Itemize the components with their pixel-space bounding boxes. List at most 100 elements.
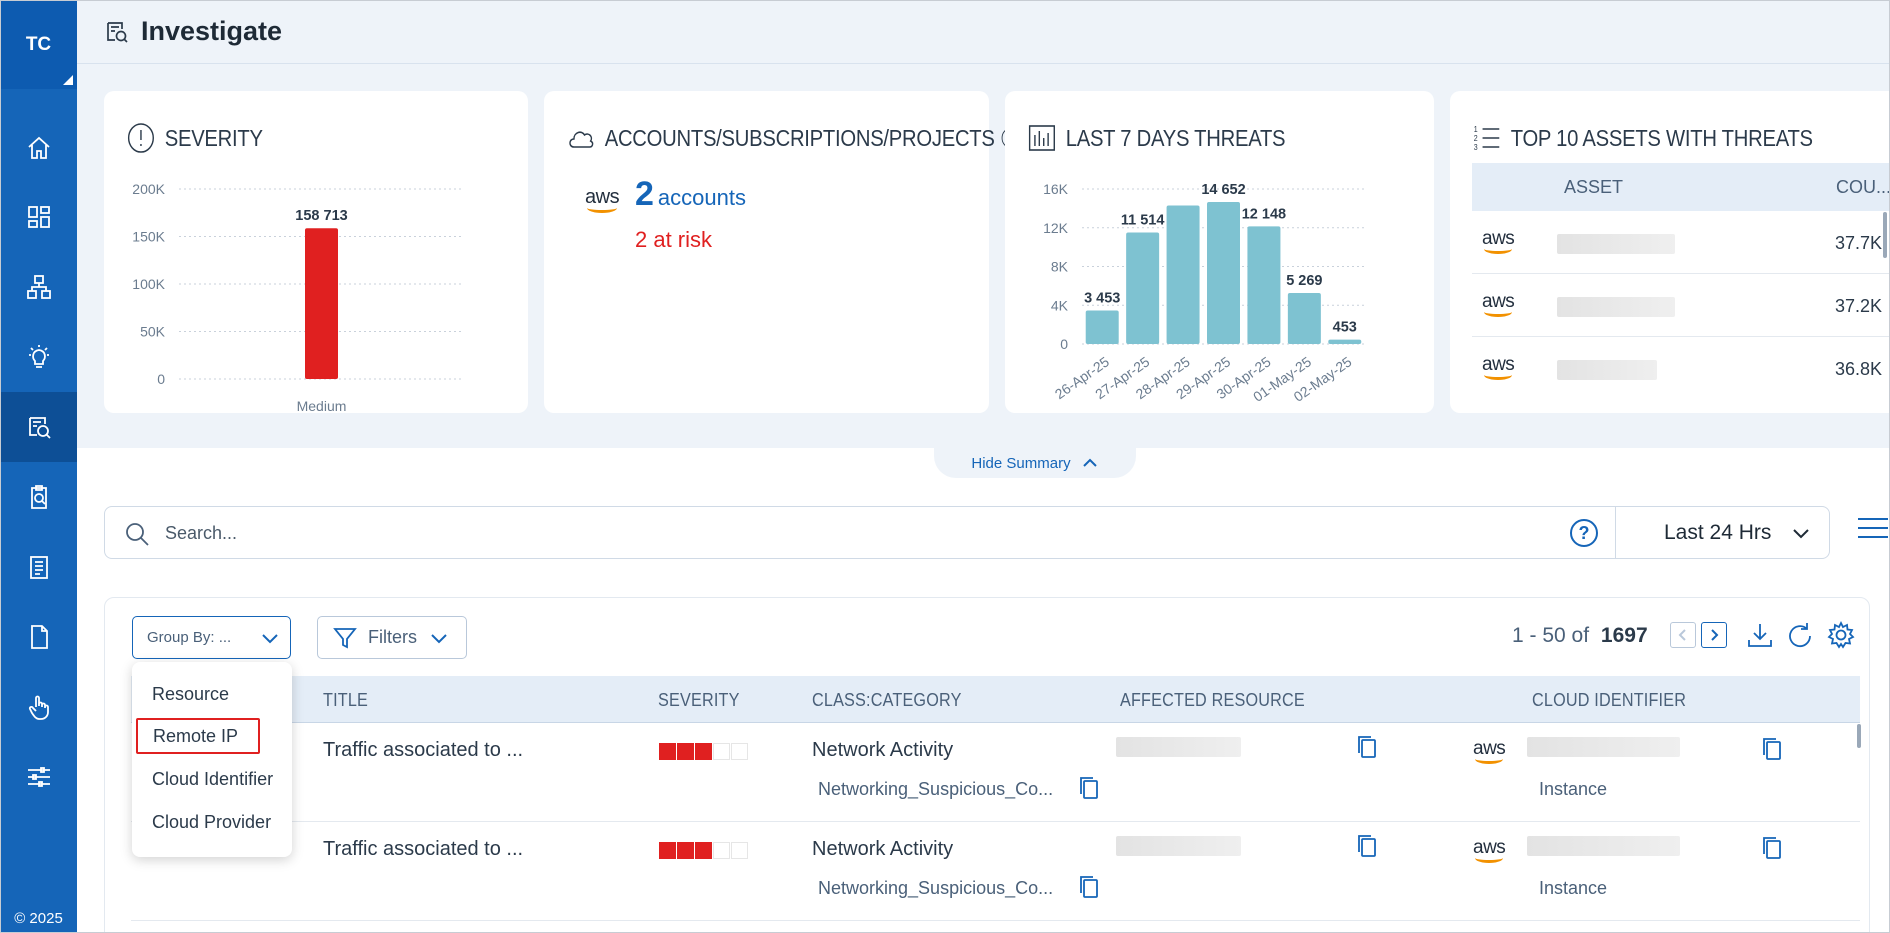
threats-card-title: LAST 7 DAYS THREATS [1027,121,1286,155]
filter-icon [333,627,357,648]
investigate-icon [107,21,128,43]
copy-icon [1763,738,1781,760]
home-icon [27,136,50,159]
accounts-card: ACCOUNTS/SUBSCRIPTIONS/PROJECTS i aws 2a… [544,91,1020,413]
top-asset-row[interactable]: aws 37.2K [1472,274,1890,337]
data-label: 12 148 [1242,206,1286,222]
severity-card: SEVERITY 0 50K 100K 150K 200K 158 713 Medium [104,91,528,414]
nav-compliance[interactable] [0,462,77,532]
column-header-class-category[interactable]: CLASS:CATEGORY [812,690,962,710]
copy-identifier-button[interactable] [1761,836,1783,860]
hide-summary-button[interactable]: Hide Summary [934,448,1136,478]
group-by-option-remote-ip[interactable]: Remote IP [136,718,260,754]
severity-indicator [659,842,749,859]
column-header-severity[interactable]: SEVERITY [658,690,740,710]
aws-logo: aws [1482,291,1515,317]
sidebar: TC © 2025 [0,0,77,933]
group-by-select[interactable]: Group By: ... [132,616,291,659]
bar [1166,205,1200,344]
severity-indicator [659,743,749,760]
table-row[interactable]: Traffic associated to ... Network Activi… [131,723,1860,822]
user-avatar[interactable]: TC [0,0,77,89]
hide-summary-label: Hide Summary [971,454,1071,472]
report-icon [29,556,48,579]
filters-button[interactable]: Filters [317,616,467,659]
nav-assets[interactable] [0,252,77,322]
top-assets-title: TOP 10 ASSETS WITH THREATS [1510,124,1813,151]
severity-title: SEVERITY [164,124,263,151]
affected-resource-redacted [1116,836,1241,856]
aws-logo: aws [585,186,620,213]
table-row[interactable]: Traffic associated to ... Network Activi… [131,822,1860,921]
hierarchy-icon [26,275,51,299]
asset-count: 37.2K [1835,296,1883,316]
help-icon[interactable]: ? [1570,519,1598,547]
bar [1085,310,1119,344]
table-scrollbar[interactable] [1857,724,1861,748]
bar-chart-icon [1028,125,1055,151]
asset-name-redacted [1557,297,1675,317]
time-range-select[interactable]: Last 24 Hrs [1615,507,1831,558]
y-tick-label: 0 [1060,336,1068,352]
nav-actions[interactable] [0,672,77,742]
row-class: Network Activity [812,739,954,761]
accounts-count-number: 2 [635,175,654,213]
pagination-total: 1697 [1600,624,1648,647]
count-column-header[interactable]: COU... [1836,176,1890,197]
refresh-icon [1789,623,1811,648]
severity-chart: 0 50K 100K 150K 200K 158 713 Medium [132,181,464,414]
top-asset-row[interactable]: aws 36.8K [1472,337,1890,400]
copy-identifier-button[interactable] [1761,737,1783,761]
accounts-at-risk[interactable]: 2 at risk [635,227,713,252]
accounts-count[interactable]: 2 accounts [635,175,746,214]
top-assets-scroll-thumb[interactable] [1883,212,1887,258]
search-input[interactable] [165,517,1265,549]
copy-icon [1080,876,1098,898]
dashboard-icon [27,206,50,228]
group-by-option-cloud-identifier[interactable]: Cloud Identifier [152,769,274,789]
svg-text:3: 3 [1474,143,1478,153]
nav-dashboard[interactable] [0,182,77,252]
y-tick-label: 50K [140,324,166,340]
previous-page-button[interactable] [1670,622,1696,648]
pagination-info: 1 - 50 of 1697 [1512,624,1648,648]
summary-panel: SEVERITY 0 50K 100K 150K 200K 158 713 Medium A… [77,64,1890,448]
time-range-value: Last 24 Hrs [1664,520,1772,544]
copy-category-button[interactable] [1078,776,1100,800]
next-page-button[interactable] [1701,622,1727,648]
copy-resource-button[interactable] [1356,834,1378,858]
nav-home[interactable] [0,113,77,183]
nav-reports[interactable] [0,532,77,602]
sliders-icon [27,767,50,787]
row-category: Networking_Suspicious_Co... [818,779,1054,799]
column-header-cloud-identifier[interactable]: CLOUD IDENTIFIER [1532,690,1687,710]
results-panel [104,597,1870,933]
group-by-option-cloud-provider[interactable]: Cloud Provider [152,812,272,832]
accounts-title: ACCOUNTS/SUBSCRIPTIONS/PROJECTS [604,124,995,151]
bar [305,228,338,379]
download-button[interactable] [1745,620,1775,650]
copy-resource-button[interactable] [1356,735,1378,759]
copyright: © 2025 [14,910,63,927]
user-initials: TC [25,33,52,55]
nav-insights[interactable] [0,322,77,392]
refresh-button[interactable] [1785,620,1815,650]
nav-settings[interactable] [0,742,77,812]
copy-category-button[interactable] [1078,875,1100,899]
data-label: 14 652 [1201,182,1245,198]
cloud-icon [569,131,594,148]
chevron-left-icon [1678,629,1686,641]
threats-title: LAST 7 DAYS THREATS [1065,124,1286,151]
nav-investigate[interactable] [0,392,77,462]
nav-documents[interactable] [0,602,77,672]
column-header-title[interactable]: TITLE [323,690,369,710]
asset-column-header[interactable]: ASSET [1564,176,1624,197]
top-asset-row[interactable]: aws 37.7K [1472,211,1890,274]
hamburger-menu-icon[interactable] [1858,518,1888,546]
column-header-affected-resource[interactable]: AFFECTED RESOURCE [1120,690,1305,710]
settings-button[interactable] [1826,620,1856,650]
group-by-option-resource[interactable]: Resource [152,684,230,704]
row-title: Traffic associated to ... [323,739,524,761]
svg-text:1: 1 [1474,125,1478,135]
data-label: 11 514 [1121,212,1165,228]
